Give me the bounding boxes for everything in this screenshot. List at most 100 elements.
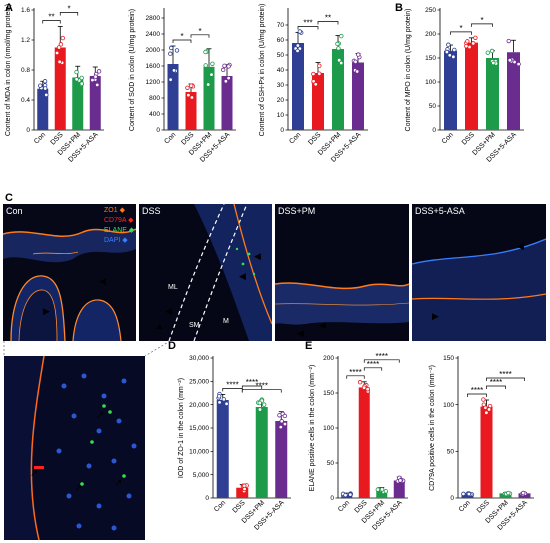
micro-dsspm: ◀ ◀ DSS+PM bbox=[275, 204, 409, 341]
y-tick-label: 50 bbox=[447, 449, 455, 456]
data-point bbox=[57, 59, 62, 65]
data-point bbox=[203, 63, 208, 68]
data-point bbox=[317, 63, 322, 69]
significance-bracket bbox=[241, 389, 282, 393]
y-tick-label: 1.6 bbox=[21, 7, 30, 14]
micro-title-dss: DSS bbox=[142, 206, 161, 216]
chart-mda: 0 0.4 0.8 1.2 1.6 Content of MDA in colon (nm… bbox=[5, 4, 104, 164]
data-point bbox=[168, 51, 173, 56]
y-tick-label: 1200 bbox=[146, 79, 161, 86]
data-point bbox=[383, 489, 389, 494]
micro-title-con: Con bbox=[6, 206, 23, 216]
y-tick-label: 100 bbox=[323, 425, 334, 432]
y-tick-label: 1.2 bbox=[21, 37, 30, 44]
data-point bbox=[257, 407, 263, 412]
data-point bbox=[278, 424, 284, 430]
data-point bbox=[317, 71, 322, 76]
data-point bbox=[277, 413, 282, 418]
legend-dapi: DAPI ◆ bbox=[104, 237, 128, 244]
svg-text:↗: ↗ bbox=[74, 483, 82, 494]
significance-label: **** bbox=[349, 368, 361, 377]
significance-label: *** bbox=[303, 19, 312, 28]
data-point bbox=[446, 42, 451, 47]
data-point bbox=[485, 50, 490, 55]
data-point bbox=[375, 487, 381, 492]
data-point bbox=[209, 72, 214, 77]
bar-con bbox=[216, 400, 229, 498]
svg-text:▶: ▶ bbox=[432, 311, 439, 321]
significance-bracket bbox=[363, 367, 383, 371]
data-point bbox=[311, 71, 316, 77]
y-tick-label: 30 bbox=[277, 82, 285, 89]
legend-elane: ELANE ◆ bbox=[104, 227, 135, 234]
data-point bbox=[282, 421, 288, 427]
y-tick-label: 0 bbox=[330, 495, 334, 502]
y-tick-label: 0 bbox=[450, 495, 454, 502]
y-tick-label: 800 bbox=[149, 95, 160, 102]
chart-cd79a: 0 50 100 150 CD79A positive cells in the col… bbox=[429, 355, 534, 532]
data-point bbox=[507, 58, 513, 63]
y-tick-label: 200 bbox=[323, 355, 334, 362]
y-tick-label: 2800 bbox=[146, 15, 161, 22]
micro-dss5asa-image: ◀ ▶ bbox=[412, 204, 546, 341]
y-tick-label: 0.8 bbox=[21, 67, 30, 74]
data-point bbox=[365, 387, 370, 392]
bar-dss bbox=[358, 387, 370, 498]
data-point bbox=[43, 86, 48, 91]
data-point bbox=[339, 33, 344, 39]
significance-bracket bbox=[486, 377, 525, 381]
micro-dss-image: ◀ ▲ ◀ ◀ bbox=[139, 204, 272, 341]
significance-label: * bbox=[198, 27, 201, 36]
data-point bbox=[506, 490, 511, 496]
bar-dss-5-asa bbox=[393, 480, 405, 498]
significance-bracket bbox=[190, 34, 210, 38]
legend-zo1-label: ZO1 bbox=[104, 207, 118, 214]
svg-text:◀: ◀ bbox=[517, 241, 524, 251]
data-point bbox=[356, 52, 361, 57]
data-point bbox=[74, 77, 79, 82]
data-point bbox=[279, 419, 284, 424]
significance-bracket bbox=[363, 359, 400, 363]
chart-sod: 0 400 800 1200 1600 2000 2400 2800 Content of SO… bbox=[129, 8, 236, 164]
svg-text:◀: ◀ bbox=[297, 328, 304, 338]
data-point bbox=[171, 68, 177, 73]
data-point bbox=[311, 79, 316, 84]
data-point bbox=[44, 92, 49, 98]
svg-text:↗: ↗ bbox=[114, 478, 122, 489]
svg-text:◀: ◀ bbox=[99, 276, 106, 286]
data-point bbox=[516, 61, 521, 67]
y-tick-label: 150 bbox=[323, 390, 334, 397]
y-tick-label: 0 bbox=[432, 127, 436, 134]
data-point bbox=[222, 63, 227, 69]
data-point bbox=[313, 82, 318, 87]
data-point bbox=[203, 49, 208, 55]
data-point bbox=[339, 60, 344, 66]
bar-dss-pm bbox=[332, 49, 344, 130]
micro-dss: ◀ ▲ ◀ ◀ DSS ML SM M bbox=[139, 204, 272, 341]
chart-gsh: 0 10 20 30 40 50 60 70 Content of GSH-Px in colo… bbox=[259, 4, 368, 164]
significance-label: **** bbox=[376, 352, 388, 361]
significance-bracket bbox=[42, 20, 61, 24]
y-tick-label: 10,000 bbox=[189, 449, 209, 456]
data-point bbox=[348, 492, 353, 497]
chart-mpo: 0 50 100 150 200 250 Content of MPO in colon (… bbox=[405, 7, 524, 164]
bar-con bbox=[292, 43, 304, 130]
data-point bbox=[484, 410, 489, 415]
significance-label: ** bbox=[48, 13, 54, 22]
bar-dss-pm bbox=[255, 407, 268, 498]
significance-label: * bbox=[67, 5, 70, 14]
data-point bbox=[486, 407, 492, 412]
micro-zoom-image: ↗ ↗ ↗ ↗ bbox=[4, 356, 145, 540]
data-point bbox=[471, 41, 476, 46]
significance-label: **** bbox=[471, 386, 483, 395]
data-point bbox=[95, 82, 100, 88]
bar-dss-pm bbox=[376, 489, 388, 498]
data-point bbox=[58, 42, 64, 47]
y-tick-label: 0 bbox=[156, 127, 160, 134]
y-tick-label: 0.4 bbox=[21, 97, 30, 104]
micro-zoom-inset: ↗ ↗ ↗ ↗ bbox=[4, 356, 145, 540]
bar-con bbox=[444, 50, 457, 130]
data-point bbox=[451, 54, 456, 60]
bar-dss bbox=[54, 47, 66, 130]
